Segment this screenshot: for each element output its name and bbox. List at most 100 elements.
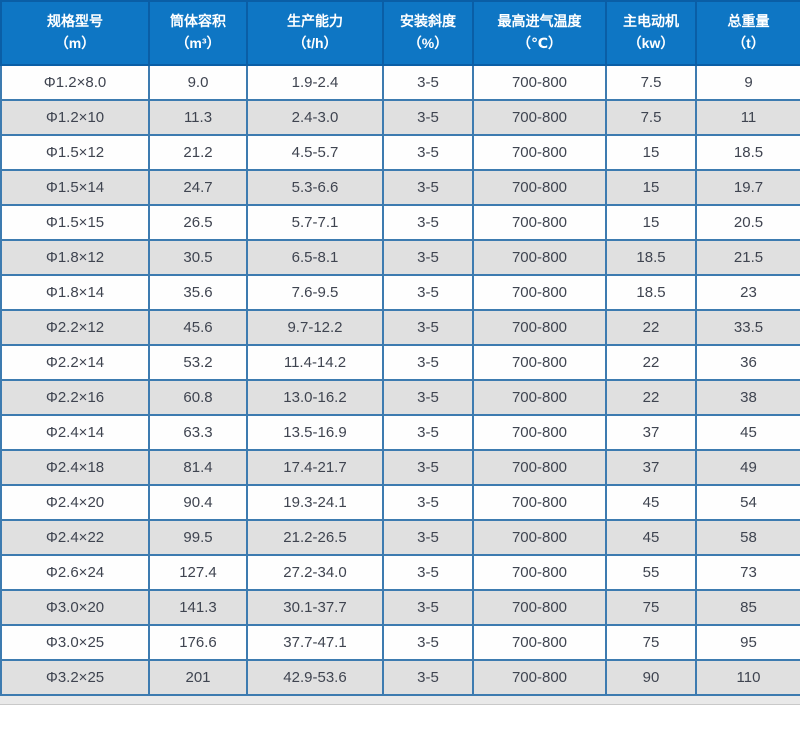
column-header-7: 总重量 （t） [695,0,800,66]
column-label: 生产能力 [287,13,343,30]
table-cell: Φ1.2×8.0 [0,64,150,101]
table-cell: 700-800 [472,64,607,101]
table-cell: 1.9-2.4 [246,64,384,101]
table-cell: 60.8 [148,379,248,416]
table-cell: Φ2.2×14 [0,344,150,381]
table-cell: 24.7 [148,169,248,206]
table-cell: 19.7 [695,169,800,206]
table-header: 规格型号 （m） 筒体容积 （m³） 生产能力 （t/h） 安装斜度 （%） 最高进气温度 （℃）… [0,0,800,66]
table-cell: 110 [695,659,800,696]
table-cell: 3-5 [382,239,474,276]
column-header-5: 最高进气温度 （℃） [472,0,607,66]
table-cell: 15 [605,134,697,171]
table-cell: 700-800 [472,449,607,486]
table-row: Φ1.5×12 21.2 4.5-5.7 3-5 700-800 15 18.5 [0,134,800,171]
table-cell: 90.4 [148,484,248,521]
table-cell: 13.5-16.9 [246,414,384,451]
table-cell: 3-5 [382,344,474,381]
column-unit: （m） [54,35,96,51]
table-cell: Φ1.8×14 [0,274,150,311]
table-cell: Φ2.4×22 [0,519,150,556]
table-cell: 5.7-7.1 [246,204,384,241]
table-cell: 3-5 [382,379,474,416]
table-cell: 700-800 [472,519,607,556]
column-label: 总重量 [727,13,770,30]
table-cell: 176.6 [148,624,248,661]
table-cell: 15 [605,169,697,206]
table-cell: 2.4-3.0 [246,99,384,136]
table-cell: Φ2.4×20 [0,484,150,521]
table-cell: 21.2 [148,134,248,171]
table-cell: 30.5 [148,239,248,276]
table-cell: Φ2.6×24 [0,554,150,591]
table-cell: 3-5 [382,99,474,136]
column-header-1: 规格型号 （m） [0,0,150,66]
table-cell: 700-800 [472,414,607,451]
table-cell: 3-5 [382,414,474,451]
table-row: Φ2.4×18 81.4 17.4-21.7 3-5 700-800 37 49 [0,449,800,486]
table-cell: Φ3.0×25 [0,624,150,661]
table-cell: 18.5 [695,134,800,171]
table-cell: 49 [695,449,800,486]
table-row: Φ2.2×16 60.8 13.0-16.2 3-5 700-800 22 38 [0,379,800,416]
column-label: 最高进气温度 [497,13,582,30]
table-cell: Φ1.2×10 [0,99,150,136]
table-cell: 13.0-16.2 [246,379,384,416]
table-cell: Φ3.2×25 [0,659,150,696]
table-cell: 21.2-26.5 [246,519,384,556]
column-header-3: 生产能力 （t/h） [246,0,384,66]
table-cell: 700-800 [472,309,607,346]
table-cell: 45 [695,414,800,451]
table-row: Φ2.4×14 63.3 13.5-16.9 3-5 700-800 37 45 [0,414,800,451]
table-cell: 15 [605,204,697,241]
table-cell: 3-5 [382,134,474,171]
header-row: 规格型号 （m） 筒体容积 （m³） 生产能力 （t/h） 安装斜度 （%） 最高进气温度 （℃）… [0,0,800,66]
table-cell: 3-5 [382,624,474,661]
table-cell: Φ3.0×20 [0,589,150,626]
table-cell: 23 [695,274,800,311]
table-body: Φ1.2×8.0 9.0 1.9-2.4 3-5 700-800 7.5 9 Φ1.2×10 1… [0,64,800,696]
table-cell: 7.6-9.5 [246,274,384,311]
table-cell: 37.7-47.1 [246,624,384,661]
column-label: 安装斜度 [400,13,456,30]
table-cell: 55 [605,554,697,591]
table-cell: 20.5 [695,204,800,241]
table-cell: 3-5 [382,169,474,206]
table-cell: Φ1.5×14 [0,169,150,206]
table-row: Φ3.0×25 176.6 37.7-47.1 3-5 700-800 75 95 [0,624,800,661]
table-cell: 4.5-5.7 [246,134,384,171]
column-header-2: 筒体容积 （m³） [148,0,248,66]
table-row: Φ2.2×14 53.2 11.4-14.2 3-5 700-800 22 36 [0,344,800,381]
table-cell: 9.0 [148,64,248,101]
table-cell: 73 [695,554,800,591]
table-cell: 6.5-8.1 [246,239,384,276]
table-cell: 90 [605,659,697,696]
table-cell: 9 [695,64,800,101]
column-header-6: 主电动机 （kw） [605,0,697,66]
table-cell: 33.5 [695,309,800,346]
table-cell: 700-800 [472,274,607,311]
table-cell: 58 [695,519,800,556]
table-row: Φ1.8×12 30.5 6.5-8.1 3-5 700-800 18.5 21.5 [0,239,800,276]
table-cell: 17.4-21.7 [246,449,384,486]
column-unit: （kw） [627,35,675,51]
table-cell: 3-5 [382,204,474,241]
column-unit: （%） [407,35,449,51]
table-cell: 700-800 [472,344,607,381]
table-cell: 21.5 [695,239,800,276]
column-label: 筒体容积 [170,13,226,30]
table-cell: 22 [605,379,697,416]
table-cell: 54 [695,484,800,521]
table-cell: 95 [695,624,800,661]
table-row: Φ2.4×22 99.5 21.2-26.5 3-5 700-800 45 58 [0,519,800,556]
table-cell: 7.5 [605,64,697,101]
table-cell: 45 [605,519,697,556]
table-cell: 700-800 [472,484,607,521]
table-cell: 99.5 [148,519,248,556]
table-cell: 7.5 [605,99,697,136]
table-cell: 11 [695,99,800,136]
table-row: Φ1.5×15 26.5 5.7-7.1 3-5 700-800 15 20.5 [0,204,800,241]
table-cell: Φ1.8×12 [0,239,150,276]
table-cell: 3-5 [382,589,474,626]
